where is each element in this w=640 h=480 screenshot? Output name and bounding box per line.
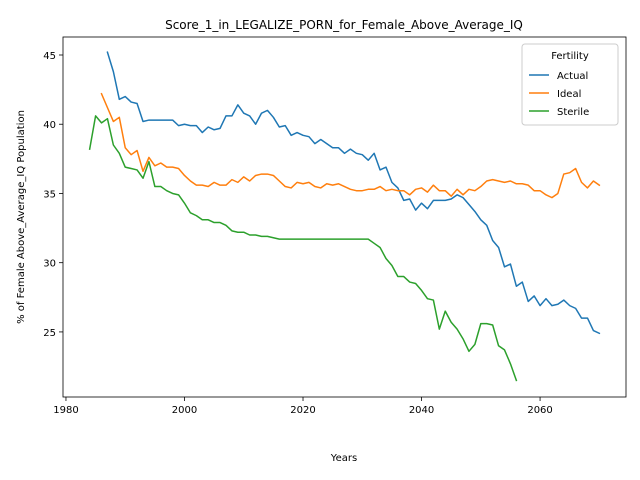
y-tick-label: 40 [43,120,56,131]
y-axis: 25 30 35 40 45 [43,51,63,339]
series-layer [88,51,601,382]
series-line-actual [106,51,601,335]
axes-frame [62,36,627,398]
y-tick-label: 25 [43,328,56,339]
legend: Fertility Actual Ideal Sterile [521,43,619,126]
chart-title: Score_1_in_LEGALIZE_PORN_for_Female_Abov… [165,18,523,32]
x-axis: 1980 2000 2020 2040 2060 [53,397,553,416]
x-tick-label: 2000 [172,405,197,416]
plot-area [62,36,627,398]
legend-title: Fertility [551,51,589,62]
y-tick-label: 45 [43,51,56,62]
x-tick-label: 1980 [53,405,78,416]
legend-label-ideal: Ideal [557,89,581,100]
x-tick-label: 2040 [409,405,434,416]
x-axis-label: Years [330,453,357,464]
legend-frame [521,43,619,126]
y-tick-label: 35 [43,189,56,200]
x-tick-label: 2020 [290,405,315,416]
legend-entries: Actual Ideal Sterile [529,71,589,118]
y-axis-label: % of Female Above_Average_IQ Population [16,110,27,324]
x-tick-label: 2060 [527,405,552,416]
legend-label-actual: Actual [557,71,588,82]
y-tick-label: 30 [43,259,56,270]
series-line-ideal [100,92,601,199]
legend-label-sterile: Sterile [557,107,589,118]
series-line-sterile [88,115,518,382]
